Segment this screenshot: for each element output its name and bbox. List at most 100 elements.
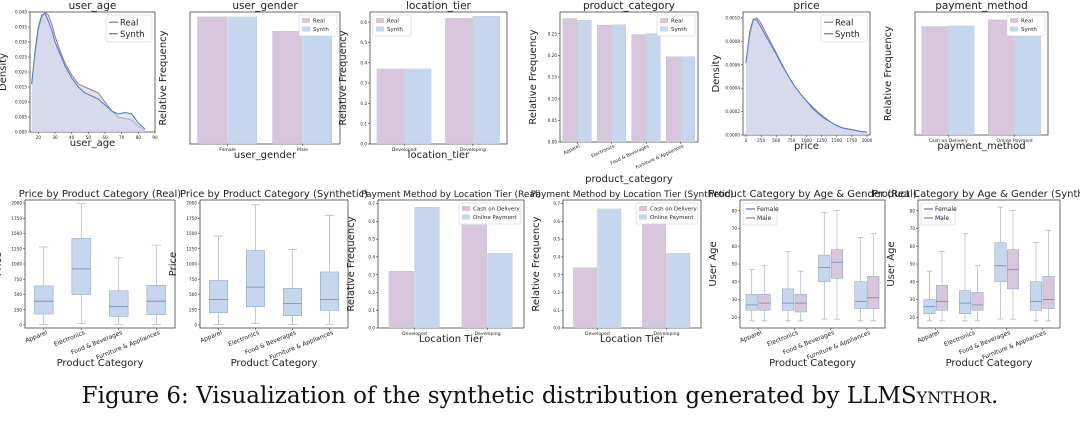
bar-Synth-Developing (472, 16, 500, 145)
legend-swatch (1010, 18, 1018, 23)
box-Electronics-box (246, 250, 265, 307)
y-tick-label: 0.6 (553, 219, 560, 224)
x-axis-label: location_tier (408, 150, 471, 161)
bar-Synth-Online Payment (1014, 20, 1041, 136)
x-tick-label: Apparel (916, 329, 940, 344)
y-tick-label: 0.0000 (725, 133, 740, 138)
y-tick-label: 0.2 (360, 101, 367, 106)
box-chart-Product Category by Age & Gender (Synthetic): Product Category by Age & Gender (Synthe… (872, 189, 1080, 369)
y-tick-label: 0.7 (553, 201, 560, 206)
y-tick-label: 80 (910, 208, 916, 213)
y-tick-label: 20 (732, 315, 738, 320)
y-tick-label: 500 (189, 292, 197, 297)
y-tick-label: 500 (14, 292, 22, 297)
bar-Real-Developing (445, 18, 473, 145)
y-tick-label: 2000 (186, 201, 197, 206)
x-tick-label: Furniture & Appliances (268, 329, 334, 361)
plot-frame (189, 11, 341, 145)
figure-caption: Figure 6: Visualization of the synthetic… (0, 383, 1080, 409)
legend-swatch (462, 214, 470, 220)
legend-swatch (376, 18, 384, 23)
y-tick-label: 40 (910, 279, 916, 284)
y-tick-label: 250 (189, 307, 197, 312)
y-tick-label: 0.3 (368, 272, 375, 277)
chart-title: Price by Product Category (Synthetic) (180, 189, 368, 200)
box-Male-Apparel-box (936, 285, 948, 311)
legend-label: Synth (387, 27, 403, 33)
y-axis-label: User Age (886, 241, 897, 286)
y-tick-label: 70 (910, 226, 916, 231)
y-tick-label: 0.020 (15, 70, 27, 75)
box-Electronics-box (71, 238, 91, 295)
chart-title: payment_method (935, 0, 1028, 12)
y-axis-label: Relative Frequency (158, 30, 169, 125)
chart-title: Price by Product Category (Real) (19, 189, 181, 200)
x-axis-label: Location Tier (600, 334, 665, 345)
legend-swatch (376, 26, 384, 32)
legend-swatch (639, 214, 647, 220)
x-axis-label: Product Category (769, 358, 856, 369)
y-tick-label: 250 (14, 307, 22, 312)
x-tick-label: 40 (69, 135, 75, 140)
x-tick-label: 1000 (801, 138, 812, 143)
density-area-Synth (746, 19, 867, 135)
box-chart-Price by Product Category (Real): Price by Product Category (Real) Product … (0, 189, 181, 369)
x-tick-label: 60 (102, 135, 108, 140)
box-Furniture & Appliances-box (146, 285, 166, 315)
y-axis-label: Price (168, 252, 179, 276)
x-tick-label: Online Payment (997, 138, 1034, 144)
y-tick-label: 0.0 (553, 326, 560, 331)
x-tick-label: Developing (653, 331, 679, 337)
x-tick-label: Electronics (590, 143, 616, 159)
y-tick-label: 0.2 (368, 290, 375, 295)
y-tick-label: 750 (14, 277, 22, 282)
density-line-Synth (31, 12, 146, 130)
x-tick-label: 80 (136, 135, 142, 140)
chart-title: user_gender (232, 0, 298, 12)
x-tick-label: Apparel (199, 329, 223, 344)
y-tick-label: 1000 (186, 262, 197, 267)
y-tick-label: 0.00 (548, 140, 558, 145)
x-tick-label: 90 (152, 135, 158, 140)
box-Male-Furniture & Appliances-box (1042, 276, 1055, 309)
box-Food & Beverages-box (109, 290, 129, 317)
density-area-Synth (31, 13, 146, 132)
x-tick-label: 250 (757, 138, 765, 143)
x-tick-label: 1500 (831, 138, 842, 143)
box-Apparel-box (209, 280, 228, 314)
y-tick-label: 1000 (11, 262, 22, 267)
x-tick-label: Developed (392, 147, 417, 153)
legend-label: Real (120, 19, 138, 29)
bar-Synth-Electronics (611, 24, 626, 143)
y-tick-label: 80 (732, 208, 738, 213)
bar-Cash on Delivery-Developed (388, 271, 414, 329)
legend-label: Synth (835, 30, 860, 40)
density-line-Synth (745, 18, 868, 133)
box-Furniture & Appliances-box (320, 271, 339, 311)
legend-label: Cash on Delivery (650, 207, 697, 213)
y-tick-label: 1750 (186, 216, 197, 221)
y-axis-label: Relative Frequency (338, 30, 349, 125)
y-tick-label: 20 (910, 315, 916, 320)
box-Female-Furniture & Appliances-box (854, 281, 867, 309)
y-tick-label: 30 (732, 297, 738, 302)
bar-Real-Developed (376, 68, 404, 145)
y-tick-label: 0.0008 (725, 39, 740, 44)
legend-label: Real (1021, 19, 1033, 25)
legend-label: Real (313, 19, 325, 25)
bar-Online Payment-Developed (597, 208, 622, 329)
y-tick-label: 0.0010 (725, 15, 740, 20)
y-tick-label: 30 (910, 297, 916, 302)
y-tick-label: 0.15 (548, 75, 558, 80)
bar-Real-Apparel (562, 18, 577, 143)
y-tick-label: 0.015 (15, 85, 27, 90)
box-Food & Beverages-box (283, 288, 302, 317)
y-tick-label: 0.0006 (725, 62, 740, 67)
caption-suffix: . (991, 383, 999, 409)
bar-Synth-Cash on Delivery (948, 25, 975, 136)
bar-chart-product_category: product_category product_category Relative… (528, 0, 699, 185)
y-tick-label: 0.7 (368, 201, 375, 206)
y-tick-label: 50 (910, 262, 916, 267)
y-tick-label: 0.6 (360, 20, 367, 25)
x-axis-label: Product Category (231, 358, 318, 369)
